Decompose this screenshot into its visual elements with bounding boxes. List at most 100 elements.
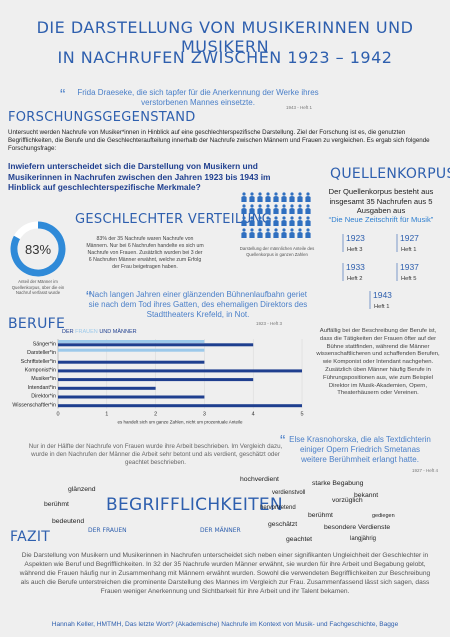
person-icon <box>297 232 303 238</box>
title-line: IN NACHRUFEN ZWISCHEN 1923 – 1942 <box>57 48 393 67</box>
paragraph: Auffällig bei der Beschreibung der Beruf… <box>316 328 440 397</box>
bar <box>58 386 156 390</box>
person-icon <box>250 216 254 220</box>
person-icon <box>258 216 262 220</box>
person-icon <box>266 192 270 196</box>
quote-mark: “ <box>60 87 65 104</box>
person-icon <box>282 204 286 208</box>
issue-year: 1923 <box>346 233 365 243</box>
term: gediegen <box>372 513 395 519</box>
person-icon <box>281 208 287 214</box>
term: berühmt <box>308 512 333 519</box>
term: berühmt <box>44 501 69 508</box>
issue-year: 1927 <box>400 233 419 243</box>
person-icon <box>250 204 254 208</box>
person-icon <box>297 220 303 226</box>
paragraph: Nur in der Hälfte der Nachrufe von Fraue… <box>28 443 283 466</box>
person-icon <box>289 232 295 238</box>
quote: Frida Draeseke, die sich tapfer für die … <box>77 88 319 107</box>
subheading: DER FRAUEN <box>88 527 127 534</box>
bar <box>58 340 205 343</box>
section-heading: FAZIT <box>10 529 51 545</box>
bar <box>58 404 302 408</box>
person-icon <box>250 228 254 232</box>
bar <box>58 395 205 399</box>
person-icon <box>249 196 255 202</box>
term: glänzend <box>68 486 96 493</box>
term: geachtet <box>286 536 313 543</box>
quote: Nach langen Jahren einer glänzenden Bühn… <box>88 290 308 319</box>
paragraph: Untersucht werden Nachrufe von Musiker*i… <box>8 129 430 152</box>
person-icon <box>306 228 310 232</box>
person-icon <box>305 196 311 202</box>
x-tick-label: 5 <box>300 412 303 418</box>
person-icon <box>290 216 294 220</box>
term: hervortretend <box>260 505 296 511</box>
subheading: DER MÄNNER <box>200 527 241 534</box>
person-icon <box>242 204 246 208</box>
person-icon <box>274 204 278 208</box>
y-tick-label: Musiker*in <box>31 376 56 382</box>
person-icon <box>290 204 294 208</box>
term: geschätzt <box>268 521 298 528</box>
term: starke Begabung <box>312 480 364 487</box>
quote-source: 1927 - Heft 4 <box>412 468 439 473</box>
y-tick-label: Sänger*in <box>33 341 56 347</box>
research-question: Inwiefern unterscheidet sich die Darstel… <box>8 161 271 192</box>
person-icon <box>298 204 302 208</box>
person-icon <box>266 228 270 232</box>
person-icon <box>282 228 286 232</box>
person-icon <box>265 232 271 238</box>
x-tick-label: 2 <box>154 412 157 418</box>
paragraph: Die Darstellung von Musikern und Musiker… <box>19 552 431 595</box>
person-icon <box>242 228 246 232</box>
person-icon <box>241 208 247 214</box>
term: langjährig <box>350 536 377 542</box>
section-heading: BEGRIFFLICHKEITEN <box>106 495 283 515</box>
y-tick-label: Schriftsteller*in <box>21 359 56 365</box>
footer: Hannah Keller, HMTMH, Das letzte Wort? (… <box>51 621 399 628</box>
x-tick-label: 1 <box>105 412 108 418</box>
person-icon <box>257 196 263 202</box>
person-icon <box>281 232 287 238</box>
issue-year: 1937 <box>400 262 419 272</box>
person-icon <box>266 216 270 220</box>
legend-entry: FRAUEN <box>75 329 98 335</box>
person-icon <box>249 232 255 238</box>
term: bedeutend <box>52 518 85 525</box>
x-tick-label: 4 <box>252 412 255 418</box>
person-icon <box>273 208 279 214</box>
person-icon <box>298 192 302 196</box>
person-icon <box>274 216 278 220</box>
legend: DER FRAUEN UND MÄNNER <box>62 328 137 335</box>
term: hochverdient <box>240 476 279 483</box>
person-icon <box>242 216 246 220</box>
x-tick-label: 3 <box>203 412 206 418</box>
y-tick-label: Direktor*in <box>31 394 56 400</box>
person-icon <box>265 220 271 226</box>
icon-caption: Darstellung der männlichen Anteile des Q… <box>239 246 315 257</box>
issue-number: Heft 1 <box>374 304 389 310</box>
issue-number: Heft 5 <box>401 276 416 282</box>
person-icon <box>281 220 287 226</box>
issue-number: Heft 1 <box>401 247 416 253</box>
term: verdienstvoll <box>272 490 306 496</box>
person-icon <box>289 220 295 226</box>
person-icon <box>282 192 286 196</box>
issue-number: Heft 2 <box>347 276 362 282</box>
bar <box>58 348 205 352</box>
person-icon <box>306 216 310 220</box>
person-icon <box>298 216 302 220</box>
corpus-journal: “Die Neue Zeitschrift für Musik” <box>328 215 434 224</box>
quote: Else Krasnohorska, die als Textdichterin… <box>289 435 431 464</box>
person-icon <box>274 228 278 232</box>
person-icon <box>241 196 247 202</box>
term: bekannt <box>354 492 379 499</box>
quote-mark: “ <box>86 289 91 306</box>
person-icon <box>249 220 255 226</box>
paragraph: 83% der 35 Nachrufe waren Nachrufe von M… <box>86 236 204 270</box>
quote-mark: “ <box>280 433 285 450</box>
person-icon <box>298 228 302 232</box>
